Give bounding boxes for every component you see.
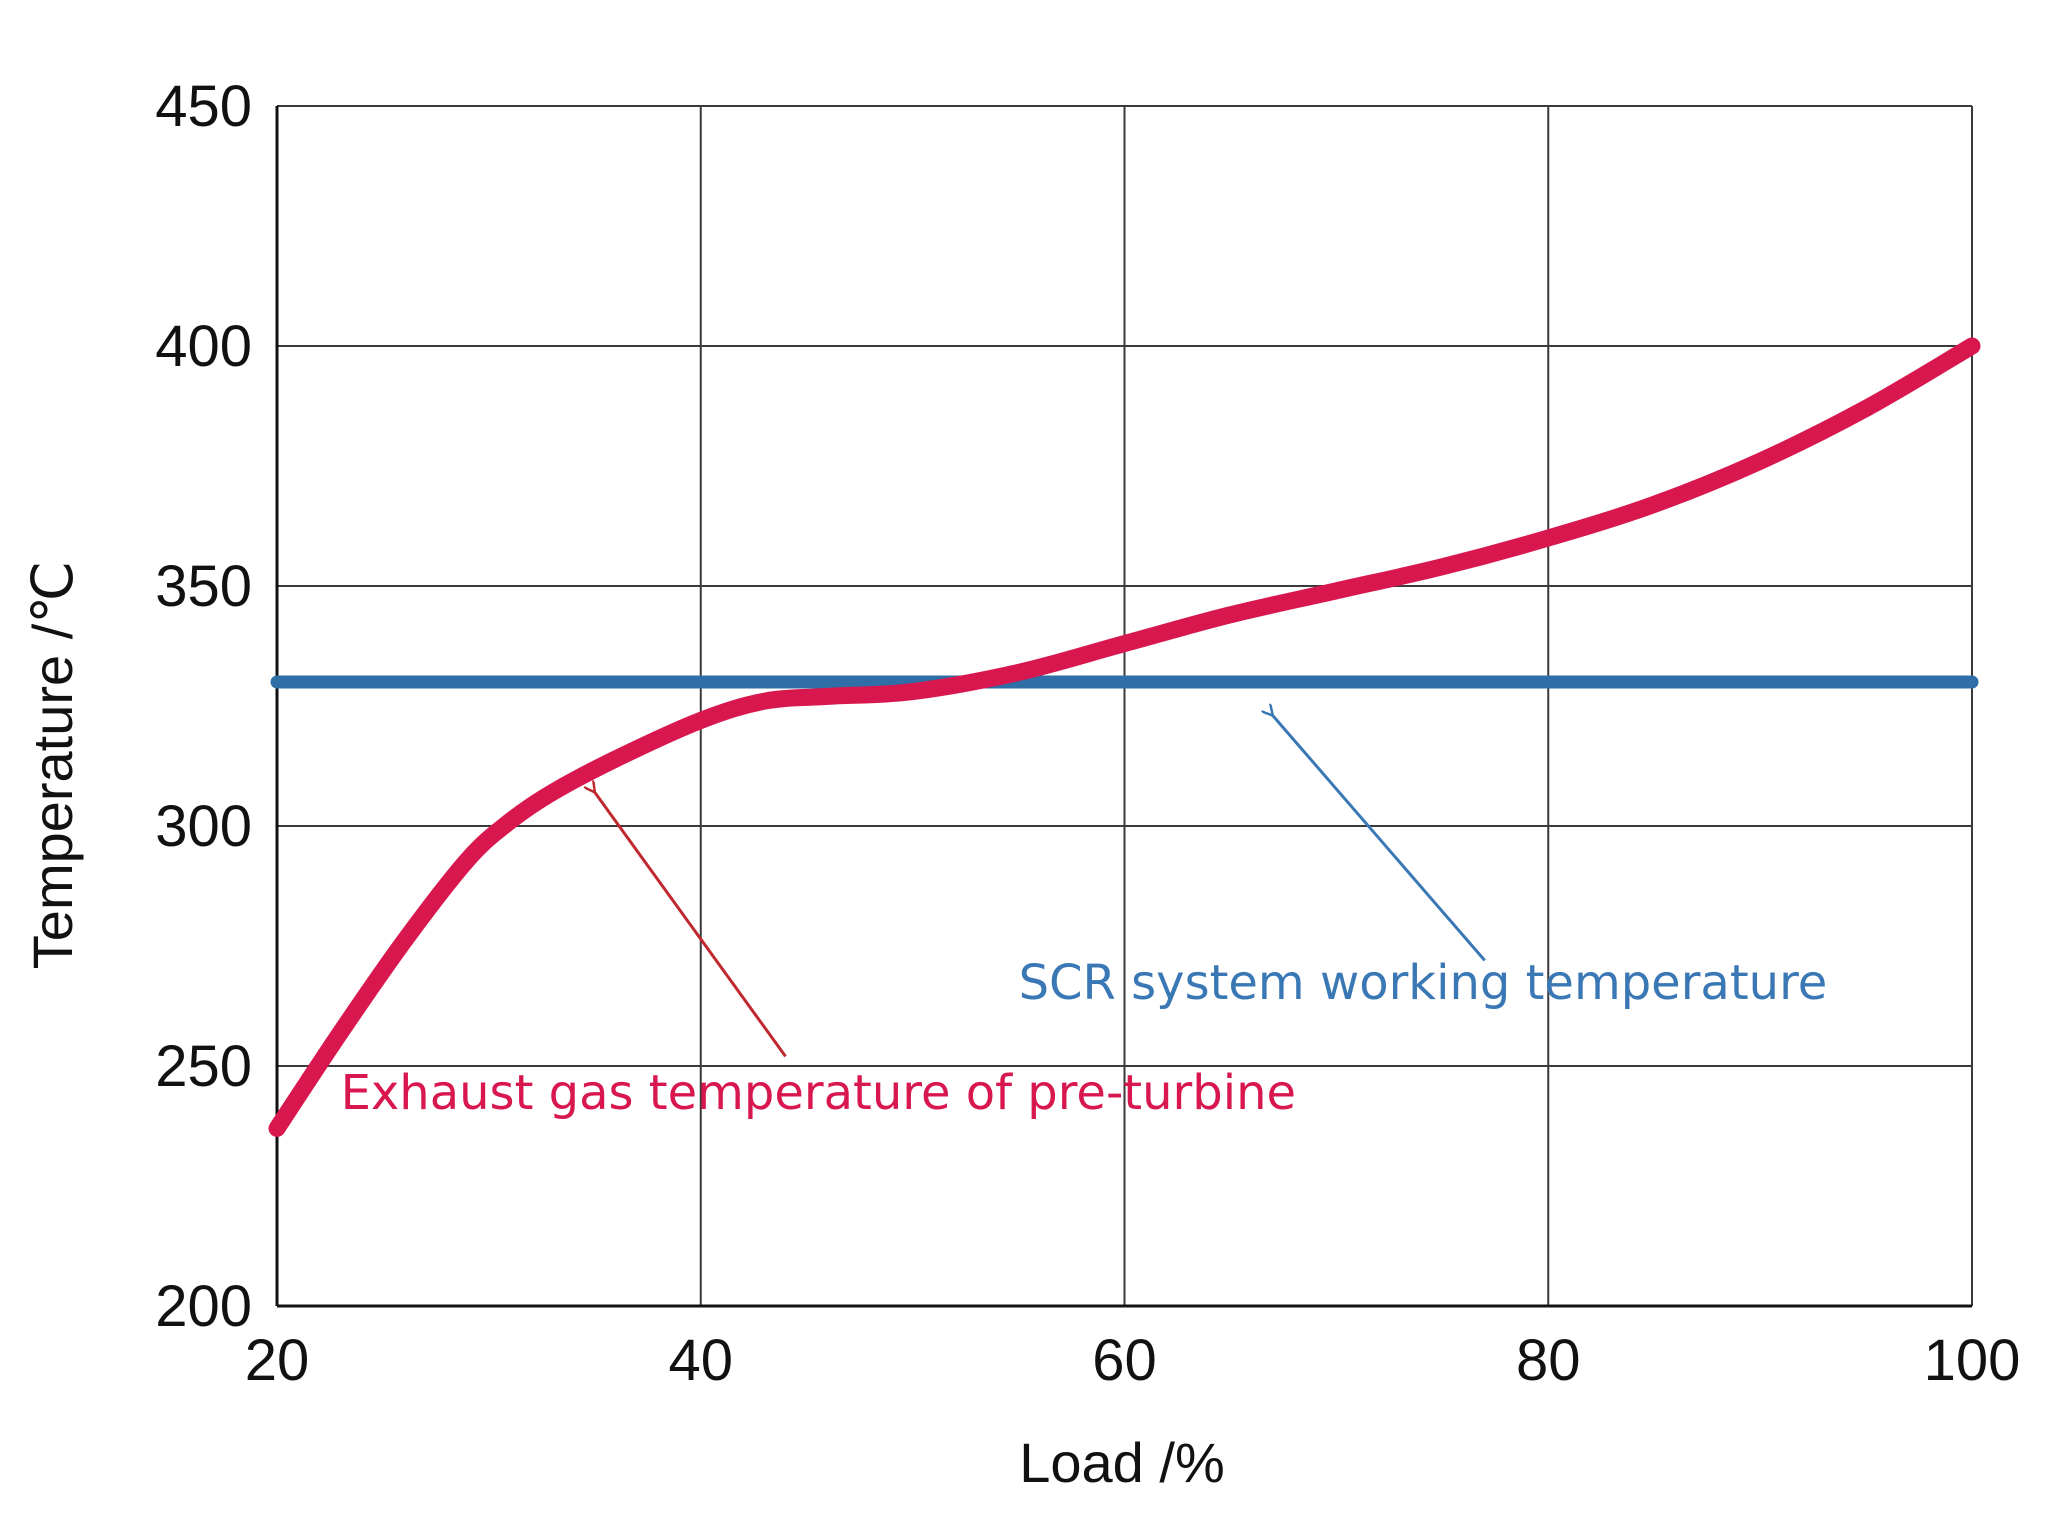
y-tick-label: 450 — [155, 74, 252, 139]
y-tick-label: 350 — [155, 554, 252, 619]
y-tick-label: 250 — [155, 1034, 252, 1099]
exhaust-annotation-label: Exhaust gas temperature of pre-turbine — [341, 1065, 1296, 1121]
x-tick-label: 100 — [1924, 1328, 2021, 1393]
x-axis-title: Load /% — [1019, 1431, 1225, 1494]
exhaust-annotation-arrow — [595, 792, 787, 1058]
y-tick-label: 200 — [155, 1274, 252, 1339]
scr-annotation-arrow — [1273, 716, 1486, 962]
series-group — [268, 337, 1981, 1137]
x-tick-label: 60 — [1092, 1328, 1157, 1393]
series-line-exhaust-gas-temperature — [268, 337, 1981, 1137]
x-tick-label: 40 — [668, 1328, 733, 1393]
y-axis-title: Temperature /℃ — [21, 561, 84, 969]
y-tick-label: 400 — [155, 314, 252, 379]
y-tick-label: 300 — [155, 794, 252, 859]
tick-labels: 200 250 300 350 400 450 20 40 60 80 100 — [155, 74, 2020, 1393]
scr-annotation-label: SCR system working temperature — [1019, 955, 1828, 1011]
grid — [275, 105, 1973, 1308]
x-tick-label: 80 — [1516, 1328, 1581, 1393]
annotations: Exhaust gas temperature of pre-turbine SC… — [341, 716, 1828, 1121]
x-tick-label: 20 — [245, 1328, 310, 1393]
